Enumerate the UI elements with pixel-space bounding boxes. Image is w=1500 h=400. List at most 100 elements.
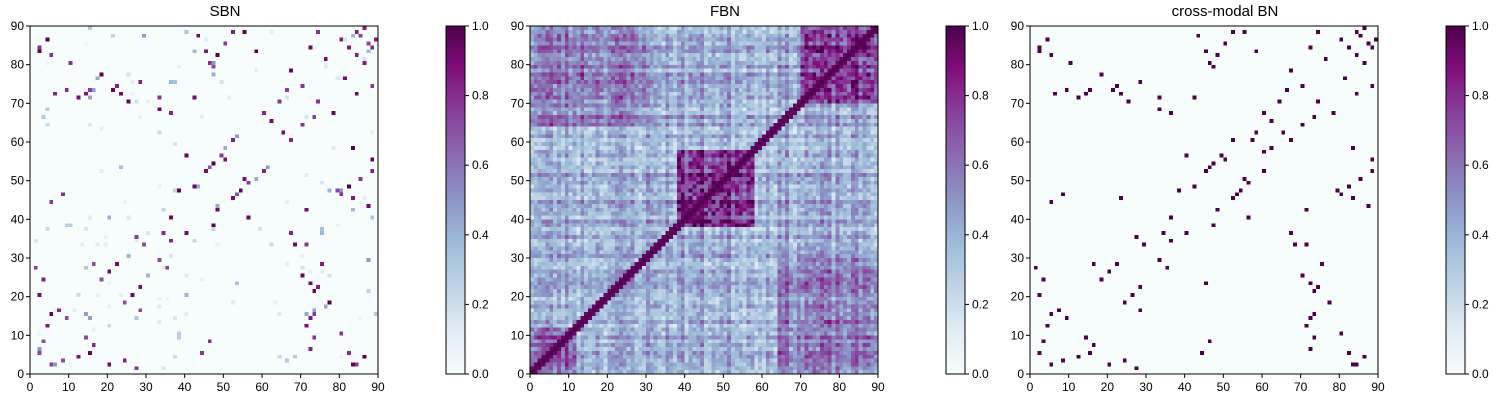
heatmap-cell: [347, 188, 351, 192]
heatmap-cell: [107, 227, 111, 231]
heatmap-cell: [219, 231, 223, 235]
heatmap-cell: [297, 215, 301, 219]
heatmap-cell: [301, 362, 305, 366]
heatmap-cell: [173, 181, 177, 185]
heatmap-cell: [92, 312, 96, 316]
heatmap-cell: [254, 289, 258, 293]
heatmap-cell: [49, 328, 53, 332]
heatmap-cell: [277, 351, 281, 355]
heatmap-cell: [173, 331, 177, 335]
heatmap-cell: [231, 331, 235, 335]
heatmap-cell: [38, 254, 42, 258]
heatmap-cell: [38, 366, 42, 370]
heatmap-cell: [370, 246, 374, 250]
heatmap-cell: [131, 281, 135, 285]
heatmap-cell: [355, 277, 359, 281]
heatmap-cell: [363, 161, 367, 165]
heatmap-cell: [297, 239, 301, 243]
heatmap-cell: [134, 262, 138, 266]
heatmap-cell: [192, 277, 196, 281]
heatmap-cell: [65, 196, 69, 200]
heatmap-cell: [243, 227, 247, 231]
heatmap-cell: [196, 304, 200, 308]
heatmap-cell: [370, 185, 374, 189]
heatmap-cell: [281, 343, 285, 347]
heatmap-cell: [53, 223, 57, 227]
heatmap-cell: [250, 362, 254, 366]
heatmap-cell: [320, 169, 324, 173]
heatmap-cell: [80, 362, 84, 366]
heatmap-cell: [42, 231, 46, 235]
heatmap-cell: [127, 219, 131, 223]
heatmap-cell: [239, 331, 243, 335]
heatmap-cell: [92, 239, 96, 243]
heatmap-cell: [343, 196, 347, 200]
heatmap-cell: [61, 235, 65, 239]
heatmap-cell: [289, 173, 293, 177]
heatmap-cell: [370, 165, 374, 169]
heatmap-cell: [243, 277, 247, 281]
heatmap-cell: [123, 169, 127, 173]
heatmap-cell: [204, 281, 208, 285]
heatmap-cell: [223, 173, 227, 177]
heatmap-cell: [192, 351, 196, 355]
heatmap-cell: [316, 343, 320, 347]
heatmap-cell: [274, 359, 278, 363]
heatmap-cell: [173, 250, 177, 254]
heatmap-cell: [223, 212, 227, 216]
heatmap-cell: [204, 324, 208, 328]
heatmap-cell: [45, 161, 49, 165]
heatmap-cell: [177, 196, 181, 200]
heatmap-cell: [305, 297, 309, 301]
heatmap-cell: [111, 335, 115, 339]
heatmap-cell: [96, 331, 100, 335]
heatmap-cell: [111, 254, 115, 258]
heatmap-cell: [119, 273, 123, 277]
heatmap-cell: [285, 235, 289, 239]
heatmap-cell: [262, 320, 266, 324]
heatmap-cell: [80, 312, 84, 316]
heatmap-cell: [38, 312, 42, 316]
heatmap-cell: [161, 324, 165, 328]
heatmap-cell: [169, 289, 173, 293]
heatmap-cell: [274, 185, 278, 189]
heatmap-cell: [119, 212, 123, 216]
heatmap-cell: [227, 204, 231, 208]
heatmap-cell: [320, 246, 324, 250]
heatmap-cell: [65, 157, 69, 161]
heatmap-cell: [119, 173, 123, 177]
heatmap-cell: [239, 355, 243, 359]
heatmap-cell: [173, 169, 177, 173]
heatmap-cell: [208, 254, 212, 258]
heatmap-cell: [73, 339, 77, 343]
heatmap-cell: [158, 331, 162, 335]
heatmap-cell: [88, 324, 92, 328]
heatmap-cell: [192, 266, 196, 270]
heatmap-cell: [281, 181, 285, 185]
heatmap-cell: [53, 204, 57, 208]
heatmap-cell: [324, 250, 328, 254]
heatmap-cell: [30, 254, 34, 258]
heatmap-cell: [177, 250, 181, 254]
heatmap-cell: [250, 335, 254, 339]
heatmap-cell: [53, 246, 57, 250]
heatmap-cell: [119, 339, 123, 343]
heatmap-cell: [293, 204, 297, 208]
heatmap-cell: [30, 196, 34, 200]
heatmap-cell: [277, 312, 281, 316]
heatmap-cell: [281, 347, 285, 351]
heatmap-cell: [355, 169, 359, 173]
heatmap-cell: [189, 157, 193, 161]
heatmap-cell: [308, 223, 312, 227]
heatmap-cell: [200, 362, 204, 366]
heatmap-cell: [254, 204, 258, 208]
heatmap-cell: [359, 277, 363, 281]
heatmap-cell: [154, 293, 158, 297]
heatmap-cell: [34, 200, 38, 204]
heatmap-cell: [351, 246, 355, 250]
heatmap-cell: [142, 262, 146, 266]
heatmap-cell: [100, 359, 104, 363]
heatmap-cell: [146, 192, 150, 196]
heatmap-cell: [127, 362, 131, 366]
heatmap-cell: [355, 246, 359, 250]
